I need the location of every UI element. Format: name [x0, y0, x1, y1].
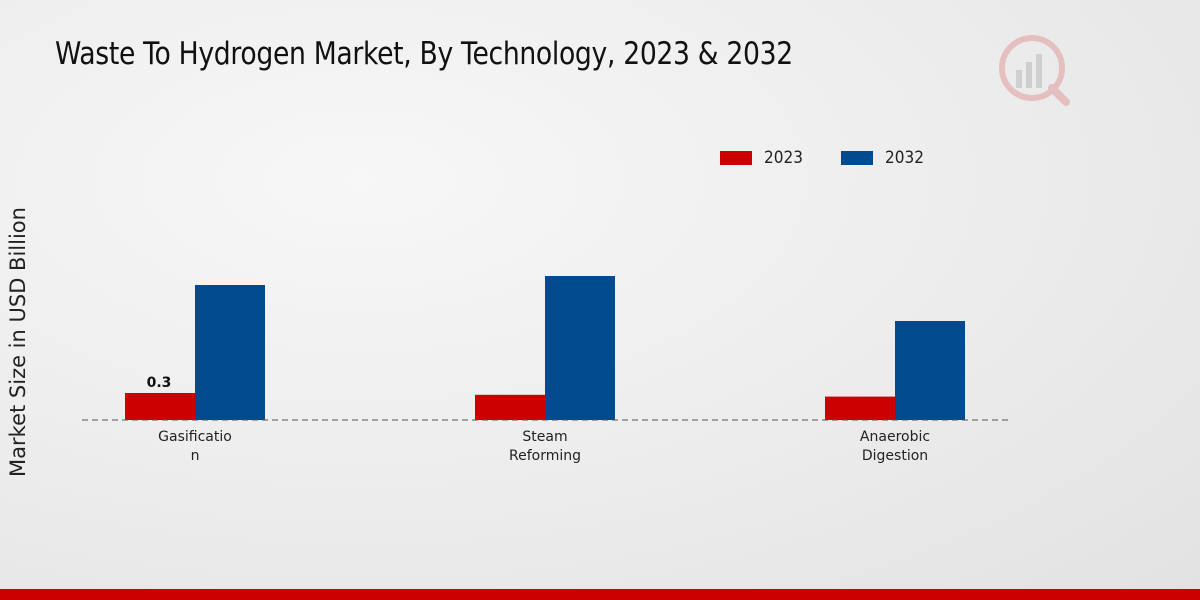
legend: 2023 2032 [720, 148, 929, 168]
bar-2032-1 [545, 276, 615, 420]
bar-2032-2 [895, 321, 965, 420]
x-tick-label-0-1: n [191, 448, 200, 464]
data-label-0: 0.3 [147, 375, 172, 391]
legend-label-2032: 2032 [885, 148, 925, 168]
bar-2023-0 [125, 393, 195, 420]
legend-item-2023: 2023 [720, 148, 807, 168]
bar-2032-0 [195, 285, 265, 420]
legend-label-2023: 2023 [764, 148, 803, 168]
x-tick-label-1-0: Steam [522, 429, 567, 445]
legend-swatch-2023 [720, 151, 752, 165]
bar-2023-1 [475, 394, 545, 420]
footer-bar [0, 589, 1200, 600]
x-tick-label-0-0: Gasificatio [158, 429, 232, 445]
x-tick-label-2-1: Digestion [862, 448, 928, 464]
x-tick-label-2-0: Anaerobic [860, 429, 930, 445]
market-research-logo-icon [999, 35, 1070, 106]
x-tick-label-1-1: Reforming [509, 448, 581, 464]
chart-title: Waste To Hydrogen Market, By Technology,… [55, 36, 793, 72]
bar-2023-2 [825, 396, 895, 420]
legend-item-2032: 2032 [841, 148, 928, 168]
legend-swatch-2032 [841, 151, 874, 165]
